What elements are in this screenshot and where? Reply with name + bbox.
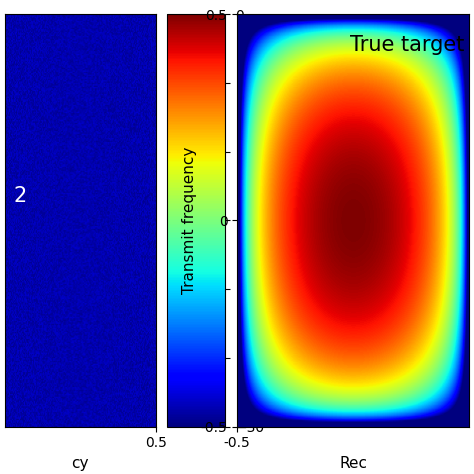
Text: True target: True target	[350, 35, 465, 55]
X-axis label: cy: cy	[72, 456, 89, 471]
X-axis label: Rec: Rec	[339, 456, 367, 471]
Text: 2: 2	[14, 186, 27, 206]
Y-axis label: Transmit frequency: Transmit frequency	[182, 147, 197, 294]
